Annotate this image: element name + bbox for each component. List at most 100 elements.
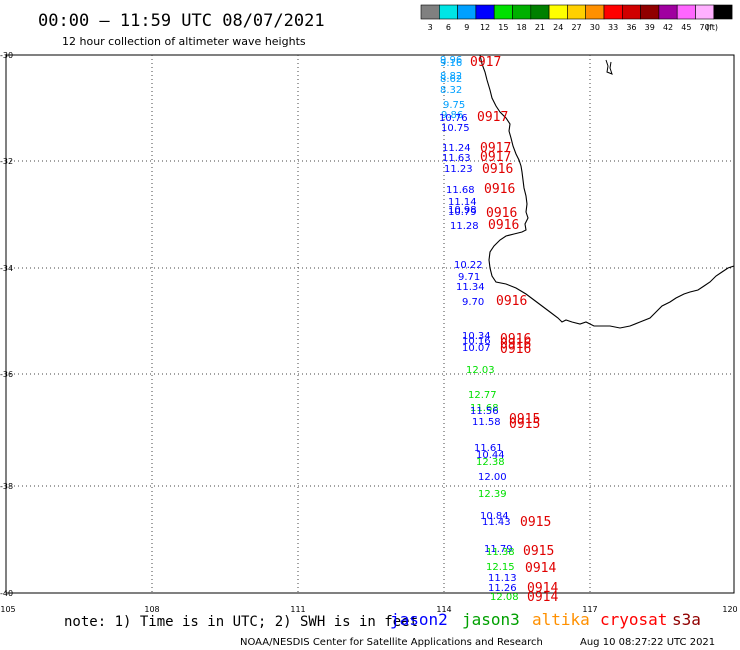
wave-height-value: 12.03	[466, 365, 495, 376]
pass-time-label: 0914	[527, 581, 558, 596]
wave-height-value: 11.34	[456, 282, 485, 293]
lat-tick-label: -40	[0, 589, 13, 598]
pass-time-label: 0917	[477, 110, 508, 125]
figure-subtitle: 12 hour collection of altimeter wave hei…	[62, 35, 306, 48]
scale-tick-label: 6	[446, 23, 451, 32]
pass-time-label: 0915	[523, 544, 554, 559]
pass-time-label: 0917	[470, 55, 501, 70]
satellite-jason2-label: jason2	[390, 610, 448, 629]
scale-swatch	[676, 4, 696, 20]
scale-swatch	[640, 4, 660, 20]
pass-time-label: 0916	[500, 337, 531, 352]
wave-height-value: 10.22	[454, 260, 483, 271]
wave-height-value: 11.61	[474, 443, 503, 454]
lon-tick-label: 120	[722, 605, 737, 614]
pass-time-label: 0916	[488, 218, 519, 233]
lon-tick-label: 105	[0, 605, 15, 614]
wave-height-value: 9.75	[443, 100, 465, 111]
scale-swatch	[457, 4, 477, 20]
scale-tick-label: 27	[571, 23, 581, 32]
figure-title: 00:00 – 11:59 UTC 08/07/2021	[38, 11, 325, 31]
scale-tick-label: 15	[498, 23, 508, 32]
pass-time-label: 0917	[480, 150, 511, 165]
wave-height-value: 11.68	[446, 185, 475, 196]
wave-height-value: 10.16	[462, 336, 491, 347]
pass-time-label: 0915	[520, 515, 551, 530]
wave-height-value: 9.70	[462, 297, 484, 308]
wave-height-value: 11.23	[444, 164, 473, 175]
scale-swatch	[621, 4, 641, 20]
wave-height-value: 9.71	[458, 272, 480, 283]
scale-swatch	[713, 4, 733, 20]
wave-height-value: 11.79	[484, 544, 513, 555]
scale-tick-label: 3	[428, 23, 433, 32]
pass-time-label: 0914	[525, 561, 556, 576]
coastline-islet	[605, 59, 613, 75]
wave-height-value: 10.34	[462, 331, 491, 342]
wave-height-value: 8.32	[440, 85, 462, 96]
scale-tick-label: 24	[553, 23, 563, 32]
wave-height-value: 11.24	[442, 143, 471, 154]
pass-time-label: 0916	[496, 294, 527, 309]
pass-time-label: 0916	[500, 342, 531, 357]
scale-swatch	[475, 4, 495, 20]
scale-swatch	[530, 4, 550, 20]
wave-height-value: 8.82	[440, 71, 462, 82]
wave-height-value: 11.58	[472, 417, 501, 428]
wave-height-value: 9.16	[440, 58, 462, 69]
wave-height-value: 11.13	[488, 573, 517, 584]
generated-time: Aug 10 08:27:22 UTC 2021	[580, 637, 715, 648]
wave-height-value: 12.38	[476, 457, 505, 468]
wave-height-value: 10.07	[462, 343, 491, 354]
satellite-s3a-label: s3a	[672, 610, 701, 629]
wave-height-value: 12.00	[478, 472, 507, 483]
wave-height-value: 9.86	[441, 110, 463, 121]
wave-height-value: 9.96	[440, 55, 462, 66]
wave-height-value: 11.14	[448, 197, 477, 208]
pass-time-label: 0916	[482, 162, 513, 177]
scale-tick-label: 36	[626, 23, 636, 32]
wave-height-value: 11.28	[450, 221, 479, 232]
lat-tick-label: -36	[0, 370, 13, 379]
scale-tick-label: 21	[535, 23, 545, 32]
credit-text: NOAA/NESDIS Center for Satellite Applica…	[240, 637, 543, 648]
scale-swatch	[585, 4, 605, 20]
scale-swatch	[548, 4, 568, 20]
scale-unit-label: (ft)	[706, 23, 718, 32]
pass-time-label: 0916	[500, 332, 531, 347]
lat-tick-label: -34	[0, 264, 13, 273]
scale-swatch	[658, 4, 678, 20]
lon-tick-label: 111	[290, 605, 305, 614]
wave-height-value: 8.62	[440, 74, 462, 85]
wave-height-value: 11.38	[486, 547, 515, 558]
wave-height-value: 11.56	[470, 406, 499, 417]
footer-note: note: 1) Time is in UTC; 2) SWH is in fe…	[64, 614, 418, 630]
wave-height-value: 12.15	[486, 562, 515, 573]
scale-swatch	[512, 4, 532, 20]
lon-tick-label: 114	[436, 605, 451, 614]
satellite-jason3-label: jason3	[462, 610, 520, 629]
wave-height-value: 12.08	[490, 592, 519, 603]
lat-tick-label: -30	[0, 51, 13, 60]
wave-height-value: 11.63	[442, 153, 471, 164]
pass-time-label: 0914	[527, 590, 558, 605]
scale-tick-label: 9	[464, 23, 469, 32]
satellite-legend: jason2 jason3 altika cryosat s3a	[390, 610, 701, 629]
scale-tick-label: 45	[681, 23, 691, 32]
map-frame	[5, 54, 735, 594]
lat-tick-label: -38	[0, 482, 13, 491]
pass-time-label: 0917	[480, 141, 511, 156]
pass-time-label: 0915	[509, 417, 540, 432]
lat-tick-label: -32	[0, 157, 13, 166]
scale-swatch	[420, 4, 440, 20]
map-panel: 105 108 111 114 117 120 -30 -32 -34 -36 -38 -40 9.9…	[0, 51, 738, 614]
satellite-cryosat-label: cryosat	[600, 610, 667, 629]
scale-tick-label: 18	[517, 23, 527, 32]
wave-height-value: 10.84	[480, 511, 509, 522]
wave-height-value: 11.68	[470, 403, 499, 414]
map-grid	[6, 55, 734, 593]
scale-tick-label: 42	[663, 23, 673, 32]
scale-tick-label: 39	[645, 23, 655, 32]
lon-tick-label: 117	[582, 605, 597, 614]
